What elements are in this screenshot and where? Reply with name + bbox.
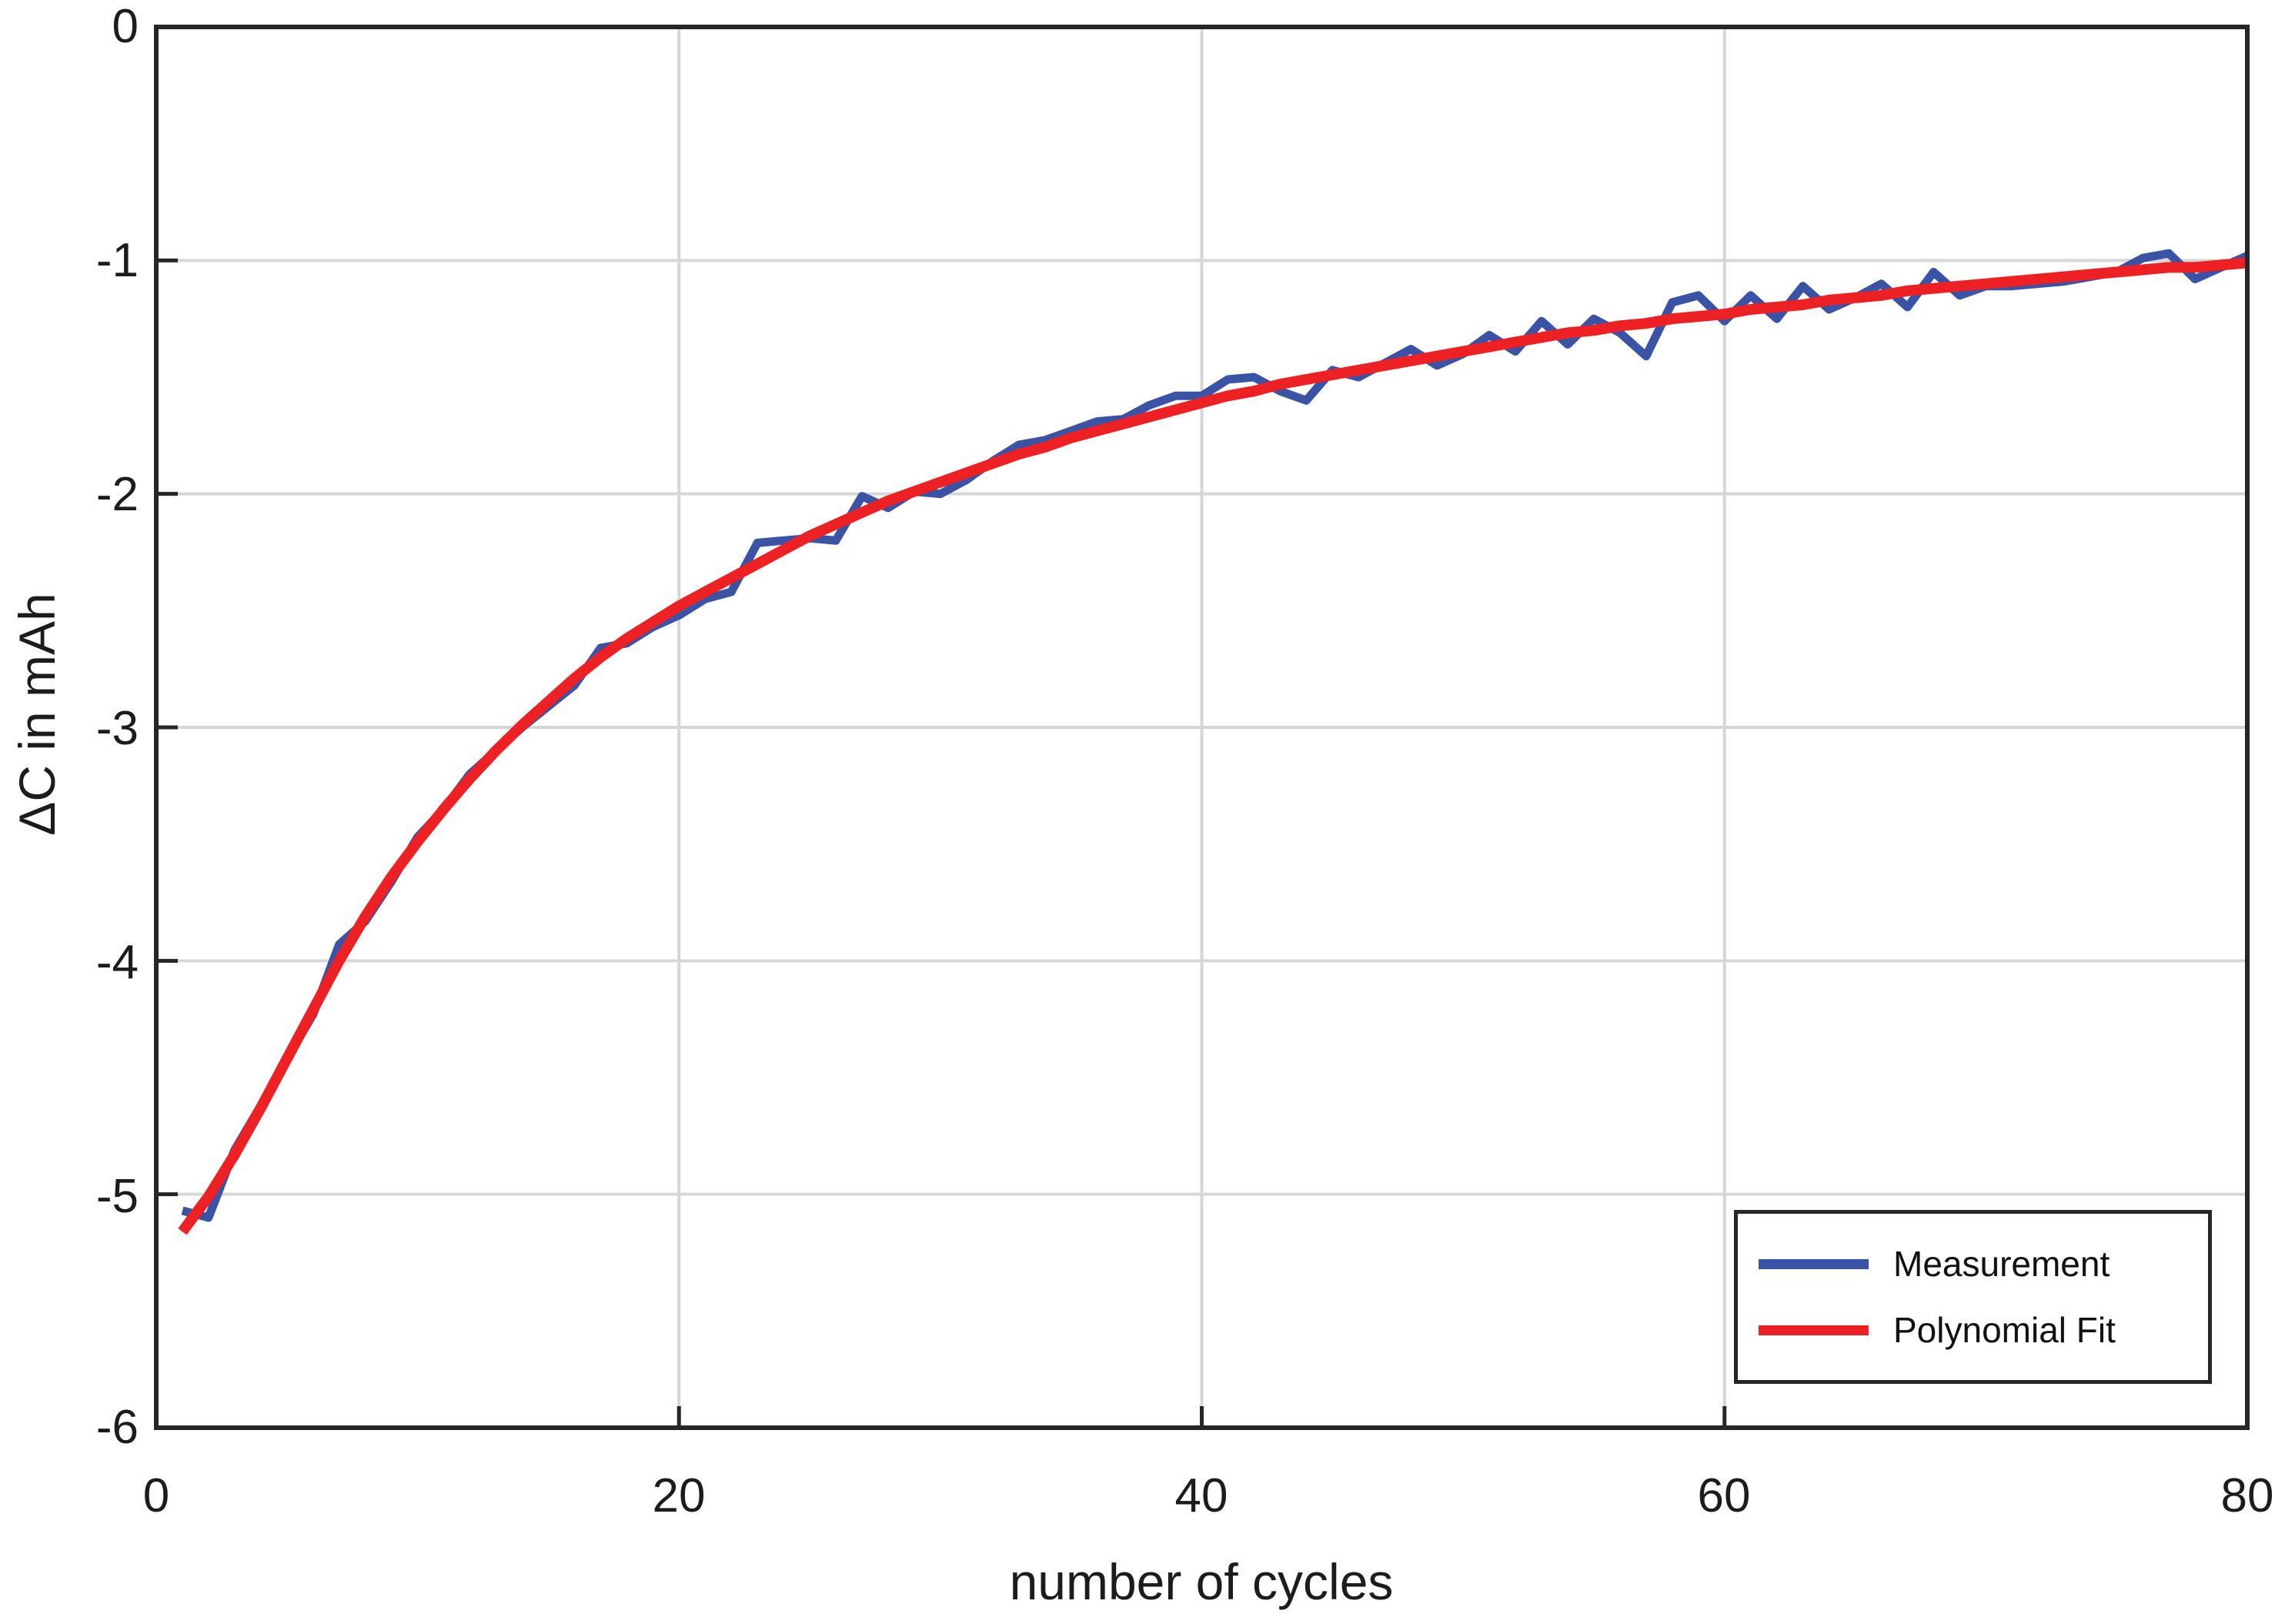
y-tick-label-5: -5 — [95, 1170, 139, 1223]
x-tick-label-3: 60 — [1697, 1469, 1751, 1522]
y-tick-label-4: -4 — [95, 936, 139, 989]
y-tick-label-3: -3 — [95, 702, 139, 755]
x-tick-label-1: 20 — [652, 1469, 706, 1522]
x-axis-label: number of cycles — [1009, 1553, 1394, 1610]
x-tick-label-0: 0 — [142, 1469, 170, 1522]
legend-entry-measurement: Measurement — [1738, 1244, 2208, 1284]
measurement-line-swatch — [1759, 1258, 1869, 1269]
x-tick-label-4: 80 — [2220, 1469, 2274, 1522]
y-axis-label: ΔC in mAh — [8, 593, 65, 836]
fit-line — [178, 257, 2248, 1235]
y-tick-label-0: 0 — [112, 0, 139, 53]
y-tick-label-6: -6 — [95, 1401, 139, 1454]
y-tick-label-1: -1 — [95, 234, 139, 287]
legend-label-measurement: Measurement — [1893, 1244, 2110, 1284]
legend: Measurement Polynomial Fit — [1734, 1210, 2212, 1384]
axis-box — [154, 25, 2250, 1430]
x-tick-label-2: 40 — [1174, 1469, 1228, 1522]
fit-line-swatch — [1759, 1325, 1869, 1335]
legend-label-polynomial-fit: Polynomial Fit — [1893, 1310, 2116, 1350]
y-tick-label-2: -2 — [95, 468, 139, 521]
legend-entry-polynomial-fit: Polynomial Fit — [1738, 1310, 2208, 1350]
